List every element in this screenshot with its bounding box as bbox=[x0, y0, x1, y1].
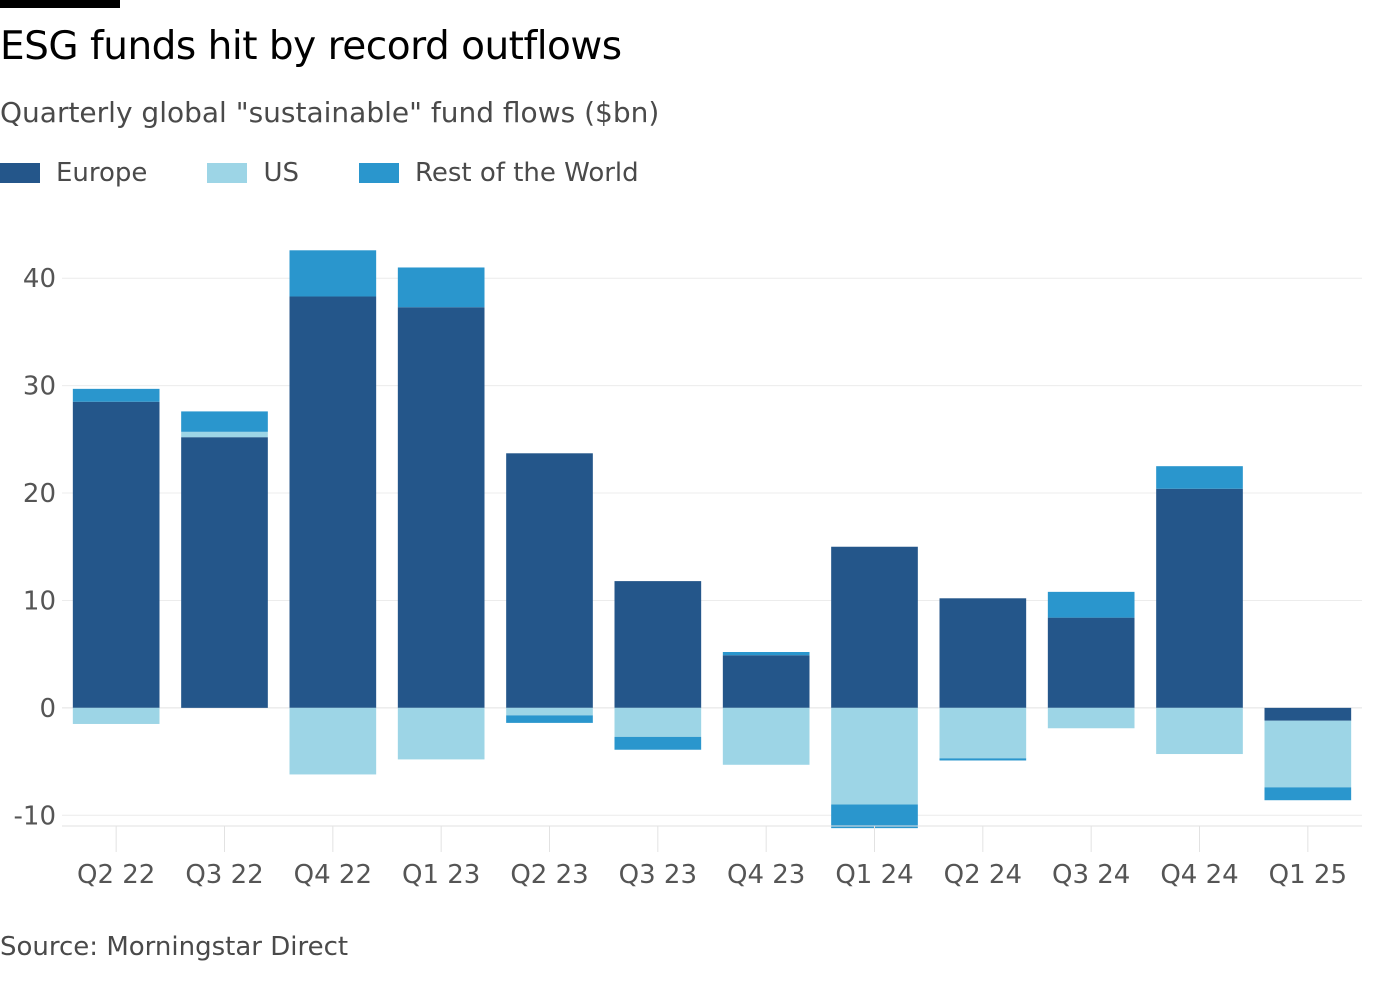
bar-europe-q3-23 bbox=[614, 581, 702, 708]
y-tick-label: 10 bbox=[23, 586, 56, 616]
bar-us-q4-24 bbox=[1156, 707, 1243, 755]
y-tick-label: 20 bbox=[23, 479, 56, 509]
bar-europe-q3-22 bbox=[181, 437, 268, 708]
bar-rest-of-the-world-q4-24 bbox=[1156, 466, 1243, 489]
brand-bar bbox=[0, 0, 120, 8]
bar-us-q3-24 bbox=[1047, 707, 1135, 729]
bar-us-q3-22 bbox=[181, 431, 268, 438]
chart-subtitle: Quarterly global "sustainable" fund flow… bbox=[0, 96, 660, 129]
x-tick-label: Q3 24 bbox=[1052, 860, 1130, 890]
bar-us-q4-23 bbox=[722, 707, 810, 765]
chart-title: ESG funds hit by record outflows bbox=[0, 24, 622, 69]
bar-us-q2-22 bbox=[72, 707, 160, 724]
bar-europe-q3-24 bbox=[1047, 617, 1135, 708]
bar-rest-of-the-world-q1-25 bbox=[1264, 787, 1352, 801]
bar-europe-q2-24 bbox=[939, 598, 1027, 708]
x-tick-label: Q1 25 bbox=[1269, 860, 1347, 890]
legend-swatch-rest-of-world bbox=[358, 163, 399, 183]
bar-europe-q2-22 bbox=[72, 401, 160, 708]
bar-rest-of-the-world-q1-24 bbox=[831, 804, 918, 829]
x-tick-label: Q4 22 bbox=[294, 860, 372, 890]
bar-rest-of-the-world-q2-22 bbox=[72, 388, 160, 402]
bar-europe-q1-24 bbox=[831, 546, 918, 708]
bar-rest-of-the-world-q2-24 bbox=[939, 758, 1027, 761]
legend-swatch-us bbox=[207, 163, 248, 183]
x-tick-label: Q4 24 bbox=[1160, 860, 1238, 890]
bar-rest-of-the-world-q1-23 bbox=[397, 267, 485, 308]
y-tick-label: 0 bbox=[39, 694, 56, 724]
bar-rest-of-the-world-q4-23 bbox=[722, 652, 810, 656]
bar-us-q1-25 bbox=[1264, 720, 1352, 788]
bar-rest-of-the-world-q2-23 bbox=[506, 715, 593, 723]
bar-europe-q4-23 bbox=[722, 655, 810, 708]
y-tick-label: 40 bbox=[23, 264, 56, 294]
x-tick-label: Q2 24 bbox=[944, 860, 1022, 890]
legend-item-europe: Europe bbox=[0, 158, 147, 188]
legend-label-us: US bbox=[263, 158, 299, 188]
source-note: Source: Morningstar Direct bbox=[0, 932, 349, 962]
y-tick-label: -10 bbox=[14, 801, 56, 831]
legend: Europe US Rest of the World bbox=[0, 158, 699, 188]
bar-rest-of-the-world-q3-23 bbox=[614, 736, 702, 750]
bar-us-q2-23 bbox=[506, 707, 593, 716]
y-tick-label: 30 bbox=[23, 372, 56, 402]
x-tick-label: Q2 23 bbox=[510, 860, 588, 890]
x-tick-label: Q3 22 bbox=[185, 860, 263, 890]
bar-rest-of-the-world-q3-22 bbox=[181, 411, 268, 432]
x-tick-label: Q4 23 bbox=[727, 860, 805, 890]
legend-label-rest-of-world: Rest of the World bbox=[414, 158, 639, 188]
x-tick-label: Q2 22 bbox=[77, 860, 155, 890]
bar-europe-q4-22 bbox=[289, 296, 377, 708]
bar-us-q1-23 bbox=[397, 707, 485, 760]
legend-label-europe: Europe bbox=[56, 158, 148, 188]
stacked-bar-chart: -10 0 10 20 30 40 Q2 22 Q3 22 Q4 22 Q1 23 Q2 23 Q3 … bbox=[14, 250, 1362, 890]
x-tick-label: Q3 23 bbox=[619, 860, 697, 890]
bar-europe-q1-23 bbox=[397, 307, 485, 708]
bar-us-q1-24 bbox=[831, 707, 918, 805]
bar-europe-q2-23 bbox=[506, 453, 593, 708]
bar-europe-q1-25 bbox=[1264, 707, 1352, 721]
bar-rest-of-the-world-q4-22 bbox=[289, 250, 377, 297]
legend-item-us: US bbox=[207, 158, 299, 188]
bar-us-q3-23 bbox=[614, 707, 702, 737]
bar-us-q4-22 bbox=[289, 707, 377, 775]
x-tick-label: Q1 24 bbox=[835, 860, 913, 890]
bar-rest-of-the-world-q3-24 bbox=[1047, 591, 1135, 618]
legend-swatch-europe bbox=[0, 163, 40, 183]
x-tick-label: Q1 23 bbox=[402, 860, 480, 890]
bar-us-q2-24 bbox=[939, 707, 1027, 759]
bar-europe-q4-24 bbox=[1156, 488, 1243, 708]
legend-item-rest-of-world: Rest of the World bbox=[358, 158, 639, 188]
